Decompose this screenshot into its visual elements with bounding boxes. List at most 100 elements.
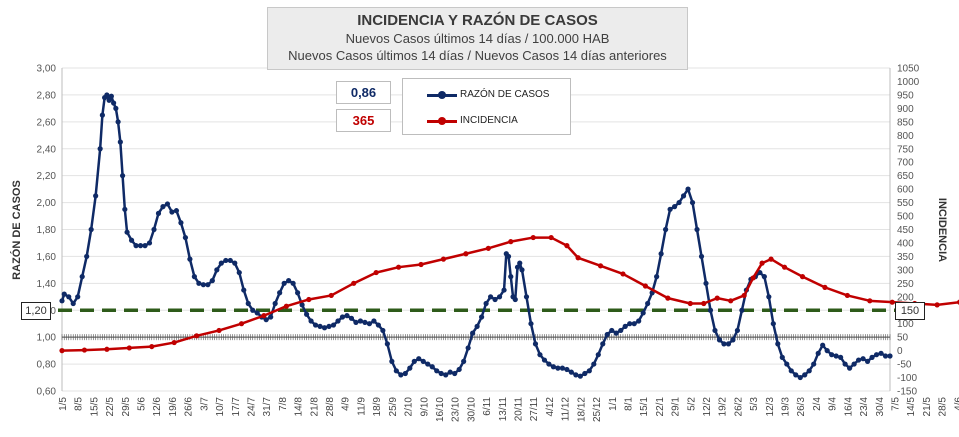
right-tick-label: 200	[897, 292, 914, 303]
ratio-point	[200, 282, 206, 288]
ratio-point	[770, 321, 776, 327]
incidence-point	[508, 239, 514, 245]
incidence-point	[418, 261, 424, 268]
ratio-point	[227, 257, 233, 264]
x-tick-label: 21/8	[309, 397, 320, 417]
chart-title: INCIDENCIA Y RAZÓN DE CASOS	[357, 12, 598, 29]
ratio-point	[864, 358, 871, 364]
ratio-point	[79, 274, 85, 280]
incidence-point	[844, 292, 850, 299]
legend-item-ratio: RAZÓN DE CASOS	[403, 89, 570, 101]
ratio-point	[99, 112, 105, 118]
ratio-point	[339, 314, 346, 320]
ratio-point	[241, 287, 247, 293]
incidence-point	[194, 333, 200, 339]
ratio-point	[793, 372, 799, 378]
ratio-point	[514, 264, 521, 270]
ratio-point	[694, 226, 700, 233]
incidence-point	[759, 260, 765, 266]
x-tick-label: 19/3	[781, 397, 792, 417]
ratio-point	[277, 290, 283, 296]
ratio-point	[689, 199, 696, 206]
ratio-point	[829, 352, 835, 358]
chart-subtitle-incidence: Nuevos Casos últimos 14 días / 100.000 H…	[345, 31, 610, 46]
x-tick-label: 16/10	[435, 397, 446, 422]
x-tick-label: 8/5	[74, 397, 85, 411]
ratio-point	[595, 352, 601, 358]
ratio-point	[698, 253, 705, 260]
ratio-point	[517, 260, 523, 266]
ratio-point	[362, 319, 368, 325]
ratio-point	[402, 370, 408, 377]
ratio-point	[411, 358, 417, 364]
incidence-point	[485, 245, 491, 251]
ratio-point	[117, 139, 123, 145]
incidence-point	[889, 299, 895, 305]
incidence-point	[741, 292, 747, 299]
ratio-point	[344, 313, 350, 319]
x-tick-label: 8/1	[623, 397, 634, 411]
incidence-point	[714, 295, 720, 301]
x-tick-label: 6/11	[482, 397, 493, 416]
ratio-point	[429, 364, 435, 370]
ratio-point	[882, 353, 889, 359]
ratio-point	[456, 366, 462, 373]
ratio-point	[308, 318, 314, 324]
incidence-point	[126, 345, 132, 351]
ratio-point	[178, 220, 184, 226]
left-tick-label: 0,60	[37, 387, 57, 398]
axis-layer: 3,002,802,602,402,202,001,801,601,401,20…	[36, 64, 959, 422]
incidence-point	[768, 256, 774, 262]
ratio-point	[532, 341, 539, 347]
ratio-point	[263, 317, 269, 323]
incidence-point	[597, 263, 604, 269]
x-tick-label: 25/12	[592, 397, 603, 422]
ratio-point	[851, 361, 857, 367]
incidence-point	[373, 269, 379, 276]
ratio-point	[631, 321, 637, 327]
ratio-point	[680, 193, 687, 199]
ratio-point	[290, 280, 296, 286]
incidence-point	[328, 292, 334, 299]
right-tick-label: 400	[897, 238, 914, 249]
incidence-point	[642, 283, 649, 289]
x-tick-label: 31/7	[262, 397, 273, 417]
ratio-point	[779, 354, 785, 360]
ratio-point	[461, 358, 467, 364]
ratio-point	[739, 307, 745, 313]
left-tick-label: 2,20	[37, 171, 57, 182]
right-tick-label: 100	[897, 319, 914, 330]
x-tick-label: 18/12	[576, 397, 587, 422]
ratio-point	[806, 368, 812, 374]
ratio-point	[600, 341, 606, 347]
right-tick-label: 950	[897, 90, 914, 101]
left-tick-label: 1,00	[37, 333, 57, 344]
ratio-point	[654, 274, 660, 280]
legend-label-incidence: INCIDENCIA	[460, 115, 518, 126]
ratio-point	[618, 327, 624, 334]
ratio-point	[667, 206, 673, 212]
ratio-point	[465, 345, 471, 351]
ratio-point	[820, 342, 826, 348]
left-tick-label: 1,60	[37, 252, 57, 263]
ratio-point	[70, 300, 76, 307]
legend-marker-incidence	[438, 117, 446, 125]
ratio-point	[61, 291, 67, 297]
incidence-point	[750, 275, 756, 281]
x-tick-label: 14/8	[294, 397, 305, 417]
ratio-point	[124, 229, 130, 235]
x-tick-label: 28/5	[938, 397, 949, 417]
incidence-point	[351, 280, 357, 286]
left-tick-label: 1,40	[37, 279, 57, 290]
ratio-point	[236, 269, 242, 276]
incidence-point	[728, 298, 734, 304]
x-tick-label: 24/7	[246, 397, 257, 417]
series-layer	[59, 92, 959, 381]
ratio-point	[452, 370, 458, 377]
x-tick-label: 23/10	[451, 397, 462, 422]
incidence-point	[216, 327, 222, 334]
ratio-point	[707, 307, 714, 313]
chart-subtitle-ratio: Nuevos Casos últimos 14 días / Nuevos Ca…	[288, 48, 667, 63]
right-tick-label: 350	[897, 252, 914, 263]
ratio-point	[622, 323, 628, 329]
